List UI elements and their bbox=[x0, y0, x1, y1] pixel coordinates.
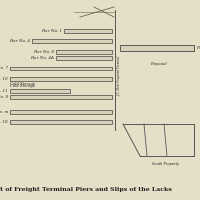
Text: Pier No. 4: Pier No. 4 bbox=[9, 39, 30, 43]
Bar bbox=[56, 56, 112, 60]
Bar bbox=[10, 67, 112, 70]
Text: ement of Freight Terminal Piers and Slips of the Lacks: ement of Freight Terminal Piers and Slip… bbox=[0, 188, 171, 192]
Text: Pier No. 4A: Pier No. 4A bbox=[30, 56, 54, 60]
Bar bbox=[56, 50, 112, 54]
Bar bbox=[64, 29, 112, 33]
Text: Pier No. 9: Pier No. 9 bbox=[0, 95, 8, 99]
Text: Proposed: Proposed bbox=[150, 62, 166, 66]
Bar bbox=[10, 120, 112, 124]
Bar bbox=[10, 77, 112, 81]
Text: Cold Storage: Cold Storage bbox=[10, 84, 35, 88]
Bar bbox=[10, 89, 70, 93]
Bar bbox=[32, 39, 112, 43]
Text: Pier No. m: Pier No. m bbox=[0, 110, 8, 114]
Text: J. L. Mott Proposed Terminal: J. L. Mott Proposed Terminal bbox=[117, 56, 121, 96]
Text: Pier No. 7: Pier No. 7 bbox=[0, 66, 8, 70]
Bar bbox=[10, 110, 112, 114]
Text: Pier No. 18: Pier No. 18 bbox=[0, 120, 8, 124]
Text: South Property: South Property bbox=[153, 162, 180, 166]
Bar bbox=[120, 45, 194, 51]
Text: Pier No. 11: Pier No. 11 bbox=[0, 89, 8, 93]
Bar bbox=[10, 95, 112, 99]
Text: Pier No. 1: Pier No. 1 bbox=[41, 29, 62, 33]
Text: Pier No. 10: Pier No. 10 bbox=[0, 77, 8, 81]
Text: Pier No. 8: Pier No. 8 bbox=[33, 50, 54, 54]
Text: Cold Storage: Cold Storage bbox=[10, 82, 35, 86]
Text: Pier: Pier bbox=[196, 46, 200, 50]
